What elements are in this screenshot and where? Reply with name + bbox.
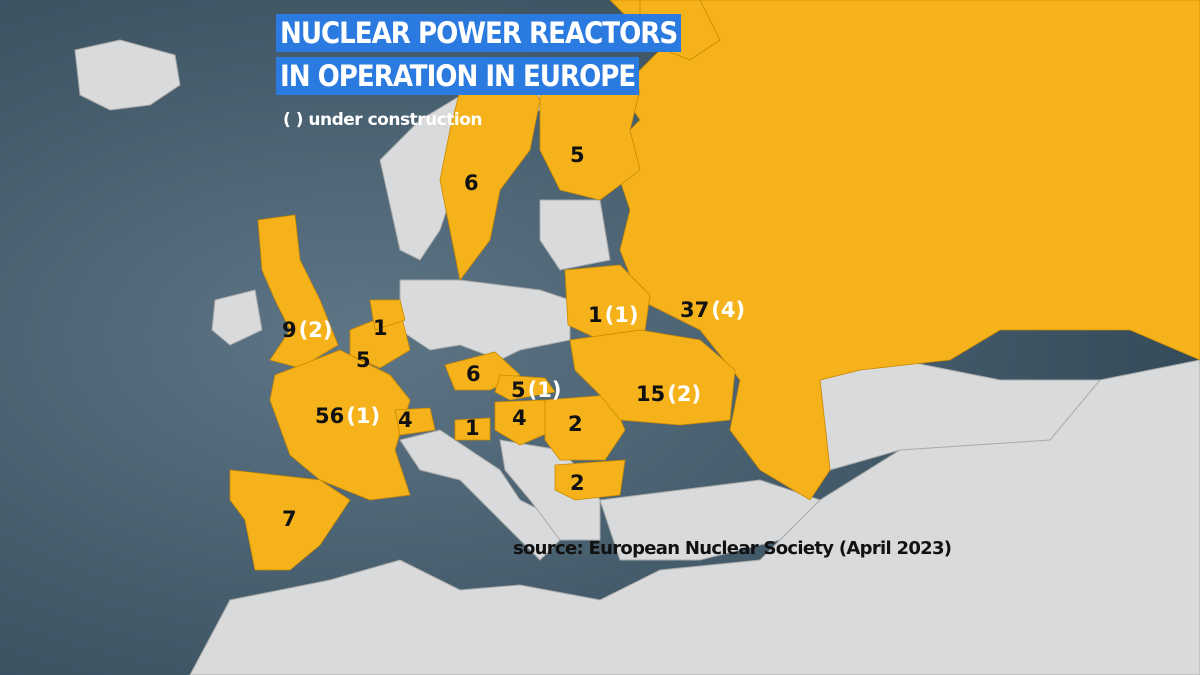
- reactor-label: 15(2): [636, 382, 701, 406]
- operating-count: 4: [512, 406, 527, 430]
- operating-count: 7: [282, 507, 297, 531]
- operating-count: 6: [464, 171, 479, 195]
- operating-count: 2: [570, 471, 585, 495]
- reactor-label: 2: [568, 412, 583, 436]
- construction-count: (1): [527, 378, 562, 402]
- reactor-label: 56(1): [315, 404, 380, 428]
- reactor-label: 1: [373, 316, 388, 340]
- source-note: source: European Nuclear Society (April …: [513, 538, 952, 559]
- reactor-label: 4: [398, 408, 413, 432]
- reactor-label: 5: [356, 348, 371, 372]
- construction-count: (1): [346, 404, 381, 428]
- reactor-label: 4: [512, 406, 527, 430]
- operating-count: 37: [680, 298, 710, 322]
- reactor-label: 1: [465, 416, 480, 440]
- operating-count: 1: [373, 316, 388, 340]
- construction-count: (4): [711, 298, 746, 322]
- title-line: NUCLEAR POWER REACTORS: [276, 14, 682, 52]
- reactor-label: 1(1): [588, 303, 638, 327]
- operating-count: 1: [465, 416, 480, 440]
- legend-note: ( ) under construction: [283, 110, 483, 130]
- construction-count: (1): [604, 303, 639, 327]
- nuclear-countries: [229, 0, 1200, 571]
- operating-count: 15: [636, 382, 666, 406]
- operating-count: 2: [568, 412, 583, 436]
- land: [74, 39, 1200, 675]
- reactor-label: 6: [464, 171, 479, 195]
- construction-count: (2): [667, 382, 702, 406]
- operating-count: 9: [282, 318, 297, 342]
- operating-count: 6: [466, 362, 481, 386]
- reactor-label: 7: [282, 507, 297, 531]
- operating-count: 5: [511, 378, 526, 402]
- reactor-label: 6: [466, 362, 481, 386]
- operating-count: 1: [588, 303, 603, 327]
- reactor-label: 9(2): [282, 318, 332, 342]
- operating-count: 4: [398, 408, 413, 432]
- operating-count: 5: [570, 143, 585, 167]
- construction-count: (2): [298, 318, 333, 342]
- reactor-label: 37(4): [680, 298, 745, 322]
- operating-count: 5: [356, 348, 371, 372]
- reactor-label: 5: [570, 143, 585, 167]
- operating-count: 56: [315, 404, 345, 428]
- title-line: IN OPERATION IN EUROPE: [276, 57, 640, 95]
- reactor-label: 5(1): [511, 378, 561, 402]
- reactor-label: 2: [570, 471, 585, 495]
